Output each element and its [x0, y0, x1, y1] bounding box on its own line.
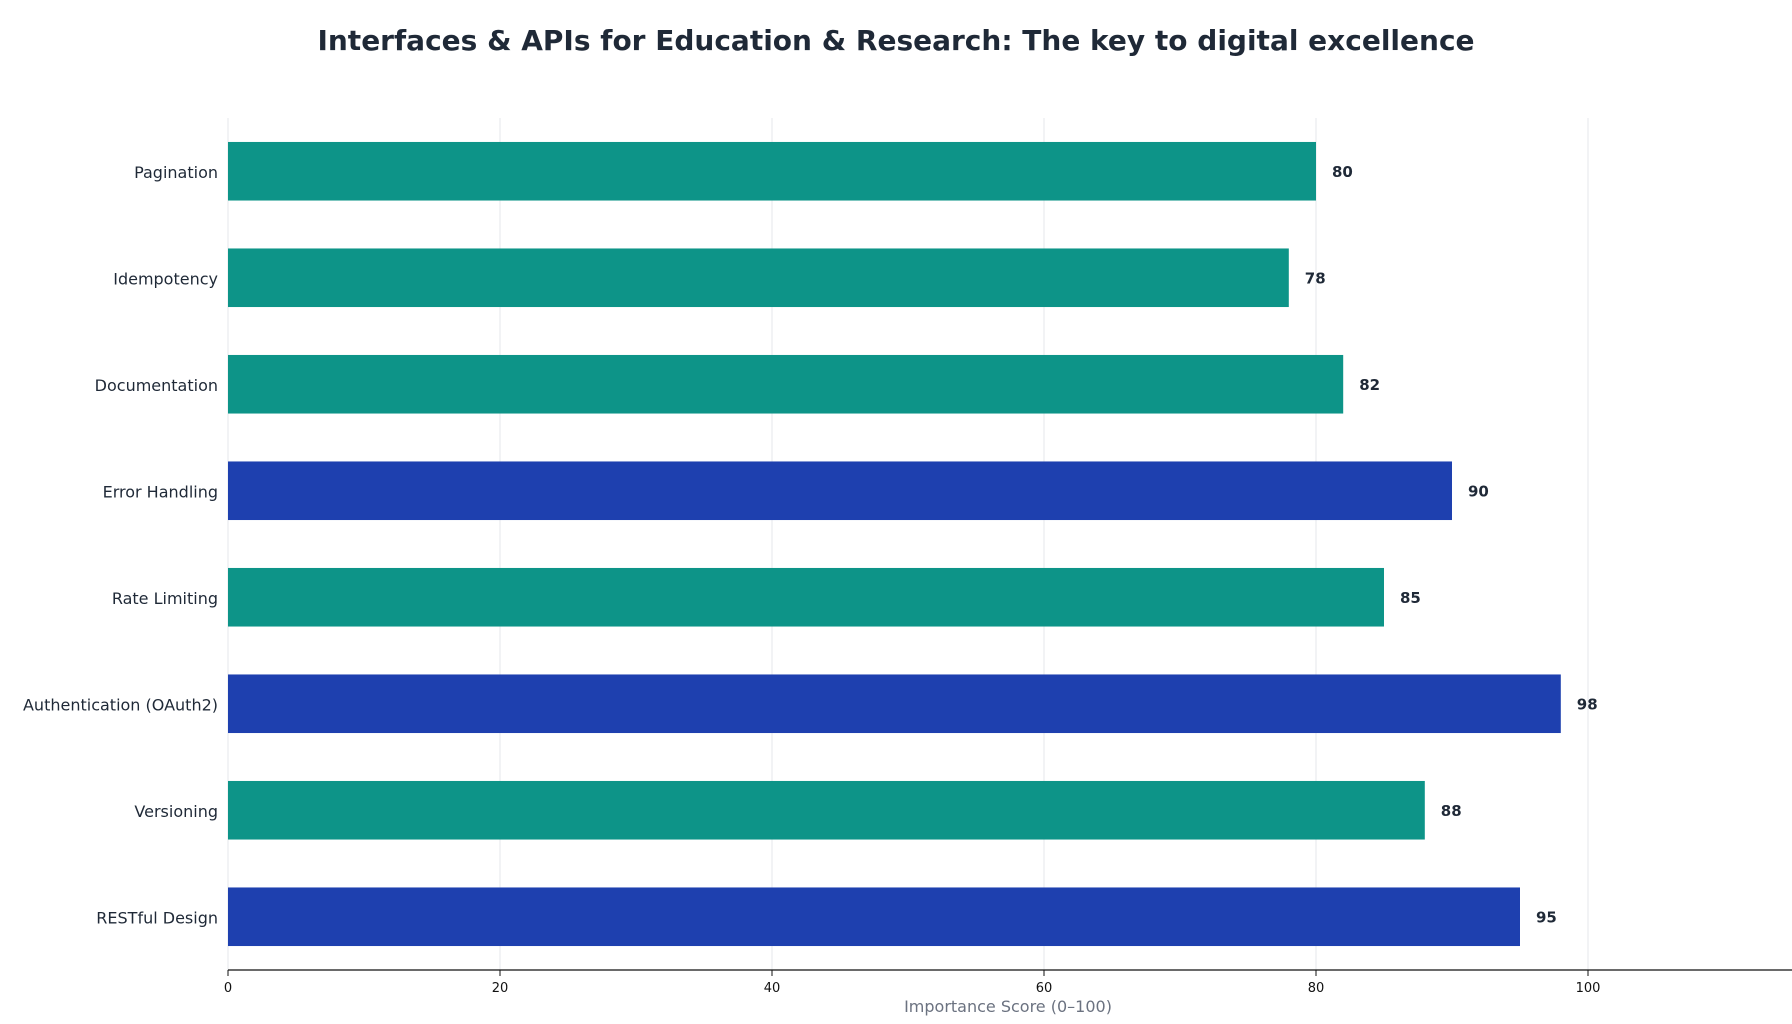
- x-tick-label: 0: [224, 981, 232, 996]
- bar: [228, 887, 1520, 947]
- bar: [228, 141, 1316, 201]
- y-category-label: RESTful Design: [96, 908, 218, 927]
- y-category-label: Documentation: [95, 376, 218, 395]
- bar: [228, 354, 1344, 414]
- chart-title: Interfaces & APIs for Education & Resear…: [317, 24, 1475, 57]
- x-axis-label: Importance Score (0–100): [904, 997, 1112, 1016]
- x-tick-label: 100: [1576, 981, 1601, 996]
- y-category-label: Error Handling: [103, 482, 218, 501]
- bar-value-label: 80: [1332, 163, 1353, 181]
- bar: [228, 248, 1289, 308]
- bar-value-label: 95: [1536, 908, 1557, 926]
- bars: 95 RESTful Design 88 Versioning 98 Authentica…: [23, 141, 1598, 947]
- x-tick-label: 80: [1308, 981, 1325, 996]
- bar-value-label: 98: [1577, 695, 1598, 713]
- bar: [228, 780, 1425, 840]
- bar-value-label: 88: [1441, 802, 1462, 820]
- grid-lines: [227, 118, 1589, 970]
- bar-value-label: 78: [1305, 269, 1326, 287]
- bar-value-label: 85: [1400, 589, 1421, 607]
- x-axis-ticks: 0 20 40 60 80 100: [224, 970, 1601, 996]
- bar-value-label: 82: [1359, 376, 1380, 394]
- y-category-label: Idempotency: [113, 269, 218, 288]
- y-category-label: Versioning: [134, 802, 218, 821]
- bar: [228, 461, 1452, 521]
- bar: [228, 674, 1561, 734]
- x-tick-label: 60: [1036, 981, 1053, 996]
- y-category-label: Authentication (OAuth2): [23, 695, 218, 714]
- x-tick-label: 20: [492, 981, 509, 996]
- bar-value-label: 90: [1468, 482, 1489, 500]
- x-tick-label: 40: [764, 981, 781, 996]
- bar: [228, 567, 1384, 627]
- y-category-label: Rate Limiting: [112, 589, 218, 608]
- y-category-label: Pagination: [134, 163, 218, 182]
